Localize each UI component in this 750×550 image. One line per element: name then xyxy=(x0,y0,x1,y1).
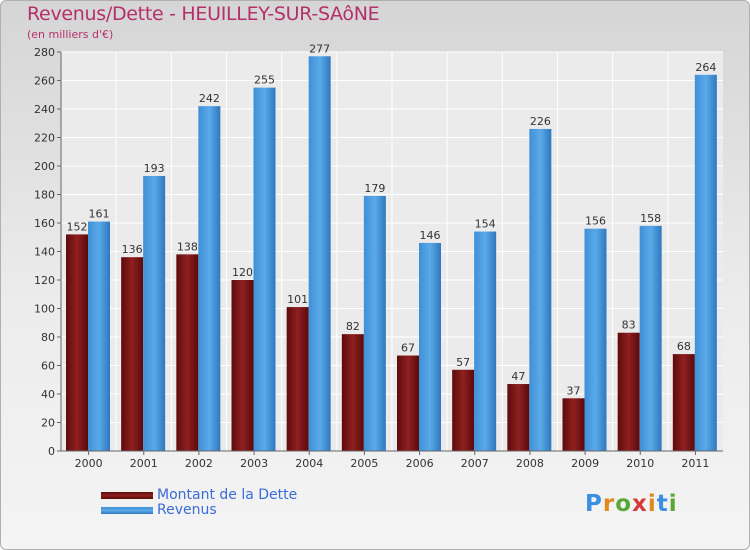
value-label-dette-2008: 47 xyxy=(511,370,525,383)
value-label-revenus-2009: 156 xyxy=(585,215,606,228)
bar-dette-2004 xyxy=(286,307,309,451)
y-tick-label: 240 xyxy=(34,103,55,116)
y-tick-label: 160 xyxy=(34,217,55,230)
logo-letter: t xyxy=(656,491,669,517)
value-label-dette-2007: 57 xyxy=(456,356,470,369)
y-tick-label: 220 xyxy=(34,132,55,145)
logo-letter: i xyxy=(647,491,657,517)
y-tick-label: 260 xyxy=(34,75,55,88)
value-label-revenus-2002: 242 xyxy=(199,92,220,105)
y-tick-label: 280 xyxy=(34,46,55,59)
value-label-revenus-2001: 193 xyxy=(144,162,165,175)
bar-revenus-2007 xyxy=(474,231,497,451)
bar-dette-2006 xyxy=(397,355,419,451)
x-tick-label: 2004 xyxy=(295,457,323,470)
bar-dette-2009 xyxy=(562,398,585,451)
value-label-revenus-2008: 226 xyxy=(530,115,551,128)
logo-letter: P xyxy=(585,491,603,517)
proxiti-logo: Proxiti xyxy=(585,491,678,517)
bar-revenus-2008 xyxy=(529,128,552,451)
bar-revenus-2000 xyxy=(88,221,110,451)
value-label-dette-2000: 152 xyxy=(67,220,88,233)
y-tick-label: 180 xyxy=(34,189,55,202)
bar-revenus-2006 xyxy=(419,242,441,451)
bar-dette-2001 xyxy=(121,257,144,451)
bar-revenus-2001 xyxy=(143,175,166,451)
bar-revenus-2009 xyxy=(584,228,607,451)
y-tick-label: 60 xyxy=(41,360,55,373)
y-tick-label: 20 xyxy=(41,417,55,430)
bar-dette-2011 xyxy=(672,354,695,451)
value-label-dette-2003: 120 xyxy=(232,266,253,279)
bar-revenus-2004 xyxy=(308,56,331,452)
bar-dette-2010 xyxy=(617,332,640,451)
legend-item-revenus: Revenus xyxy=(101,502,217,518)
x-tick-label: 2009 xyxy=(571,457,599,470)
value-label-revenus-2005: 179 xyxy=(364,182,385,195)
y-tick-label: 120 xyxy=(34,274,55,287)
bar-layer: 152 136 138 120 101 82 67 57 47 37 83 68 161 193 242 25… xyxy=(66,42,717,452)
y-tick-label: 0 xyxy=(48,445,55,458)
value-label-dette-2010: 83 xyxy=(622,319,636,332)
legend-item-dette: Montant de la Dette xyxy=(101,487,297,503)
y-tick-label: 140 xyxy=(34,246,55,259)
y-tick-label: 80 xyxy=(41,331,55,344)
bar-revenus-2005 xyxy=(363,195,386,451)
bar-dette-2000 xyxy=(66,234,88,451)
axis-layer: 0 20 40 60 80 100 120 140 160 180 200 220 240 260 280 2… xyxy=(34,46,723,470)
logo-letter: i xyxy=(668,491,678,517)
bar-dette-2002 xyxy=(176,254,199,451)
bar-revenus-2002 xyxy=(198,106,221,452)
bar-revenus-2010 xyxy=(639,225,662,451)
bar-dette-2003 xyxy=(231,280,254,451)
bar-revenus-2003 xyxy=(253,87,276,451)
logo-letter: x xyxy=(632,491,648,517)
value-label-dette-2006: 67 xyxy=(401,342,415,355)
x-tick-label: 2008 xyxy=(516,457,544,470)
chart-subtitle: (en milliers d'€) xyxy=(27,28,114,41)
value-label-dette-2004: 101 xyxy=(287,293,308,306)
bar-dette-2005 xyxy=(341,334,364,451)
y-tick-label: 40 xyxy=(41,388,55,401)
bar-dette-2007 xyxy=(452,369,475,451)
x-tick-label: 2007 xyxy=(461,457,489,470)
value-label-revenus-2006: 146 xyxy=(420,229,441,242)
x-tick-label: 2011 xyxy=(681,457,709,470)
value-label-dette-2011: 68 xyxy=(677,340,691,353)
value-label-revenus-2003: 255 xyxy=(254,74,275,87)
value-label-revenus-2010: 158 xyxy=(640,212,661,225)
bar-dette-2008 xyxy=(507,384,530,451)
x-tick-label: 2005 xyxy=(350,457,378,470)
x-tick-label: 2001 xyxy=(130,457,158,470)
value-label-revenus-2000: 161 xyxy=(89,208,110,221)
value-label-dette-2001: 136 xyxy=(122,243,143,256)
legend-label-revenus: Revenus xyxy=(157,502,217,518)
grid-layer xyxy=(61,51,723,452)
value-label-revenus-2004: 277 xyxy=(309,42,330,55)
logo-letter: o xyxy=(615,491,633,517)
value-label-dette-2005: 82 xyxy=(346,320,360,333)
y-tick-label: 200 xyxy=(34,160,55,173)
value-label-revenus-2011: 264 xyxy=(695,61,716,74)
x-tick-label: 2003 xyxy=(240,457,268,470)
value-label-revenus-2007: 154 xyxy=(475,218,496,231)
chart-title: Revenus/Dette - HEUILLEY-SUR-SAôNE xyxy=(27,3,380,25)
legend-swatch-revenus xyxy=(101,506,153,514)
bar-revenus-2011 xyxy=(694,74,717,452)
value-label-dette-2009: 37 xyxy=(567,384,581,397)
x-tick-label: 2000 xyxy=(75,457,103,470)
legend-label-dette: Montant de la Dette xyxy=(157,487,298,503)
logo-letter: r xyxy=(602,491,616,517)
x-tick-label: 2010 xyxy=(626,457,654,470)
x-tick-label: 2006 xyxy=(406,457,434,470)
value-label-dette-2002: 138 xyxy=(177,240,198,253)
y-tick-label: 100 xyxy=(34,303,55,316)
x-tick-label: 2002 xyxy=(185,457,213,470)
legend-swatch-dette xyxy=(101,491,153,499)
